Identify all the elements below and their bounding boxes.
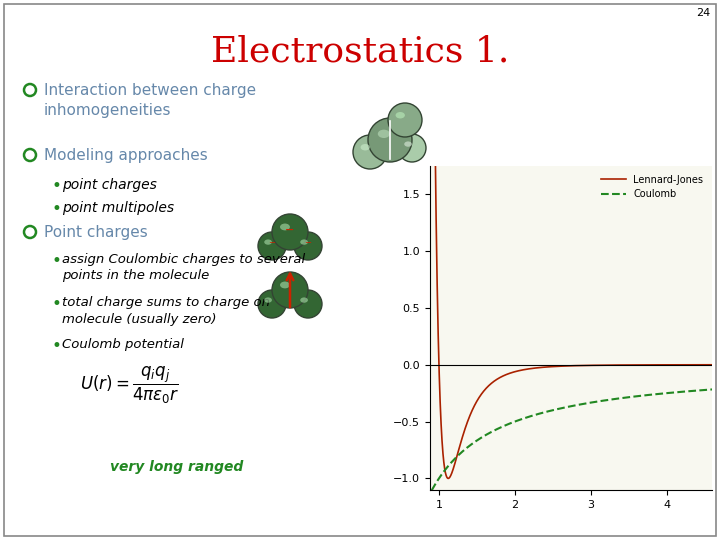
Ellipse shape [280,224,290,231]
Text: Point charges: Point charges [44,225,148,240]
Circle shape [368,118,412,162]
Circle shape [258,290,286,318]
Lennard-Jones [444,475,453,482]
Circle shape [353,135,387,169]
Ellipse shape [404,141,412,147]
Line: Lennard-Jones: Lennard-Jones [432,137,712,478]
Ellipse shape [361,144,370,151]
Text: point multipoles: point multipoles [62,201,174,215]
Text: $U(r) = \dfrac{q_i q_j}{4\pi\varepsilon_0 r}$: $U(r) = \dfrac{q_i q_j}{4\pi\varepsilon_… [80,365,180,406]
Ellipse shape [264,298,272,303]
Circle shape [388,103,422,137]
Coulomb [535,410,544,417]
Lennard-Jones [535,364,544,371]
Lennard-Jones [672,362,681,368]
Text: Electrostatics 1.: Electrostatics 1. [211,35,509,69]
Text: point charges: point charges [62,178,157,192]
Lennard-Jones [708,362,716,368]
Ellipse shape [264,239,272,245]
Circle shape [398,134,426,162]
Circle shape [272,214,308,250]
Coulomb [547,407,556,414]
Coulomb [672,389,680,395]
Text: assign Coulombic charges to several
points in the molecule: assign Coulombic charges to several poin… [62,253,305,282]
Text: −: − [285,225,294,235]
Circle shape [258,232,286,260]
Text: •: • [52,200,62,218]
Text: •: • [52,295,62,313]
Line: Coulomb: Coulomb [432,389,712,490]
Text: 24: 24 [696,8,710,18]
Coulomb [428,487,436,494]
Lennard-Jones [547,363,556,370]
Lennard-Jones [476,392,485,399]
Text: very long ranged: very long ranged [110,460,243,474]
Legend: Lennard-Jones, Coulomb: Lennard-Jones, Coulomb [598,171,707,203]
Lennard-Jones [702,362,711,368]
Text: total charge sums to charge on
molecule (usually zero): total charge sums to charge on molecule … [62,296,270,326]
Text: −: − [269,239,276,247]
Ellipse shape [395,112,405,118]
Coulomb [459,447,468,454]
Lennard-Jones [428,134,436,140]
Ellipse shape [300,239,308,245]
Coulomb [708,386,716,393]
Coulomb [476,435,485,442]
Ellipse shape [280,281,290,288]
Text: Coulomb potential: Coulomb potential [62,338,184,351]
Ellipse shape [378,130,390,138]
Text: •: • [52,337,62,355]
Text: Interaction between charge
inhomogeneities: Interaction between charge inhomogeneiti… [44,83,256,118]
Lennard-Jones [459,429,468,436]
Text: −: − [305,239,312,247]
Circle shape [294,290,322,318]
Ellipse shape [300,298,308,303]
Text: •: • [52,252,62,270]
Text: •: • [52,177,62,195]
Coulomb [702,387,711,393]
Text: Modeling approaches: Modeling approaches [44,148,208,163]
Circle shape [294,232,322,260]
Circle shape [272,272,308,308]
